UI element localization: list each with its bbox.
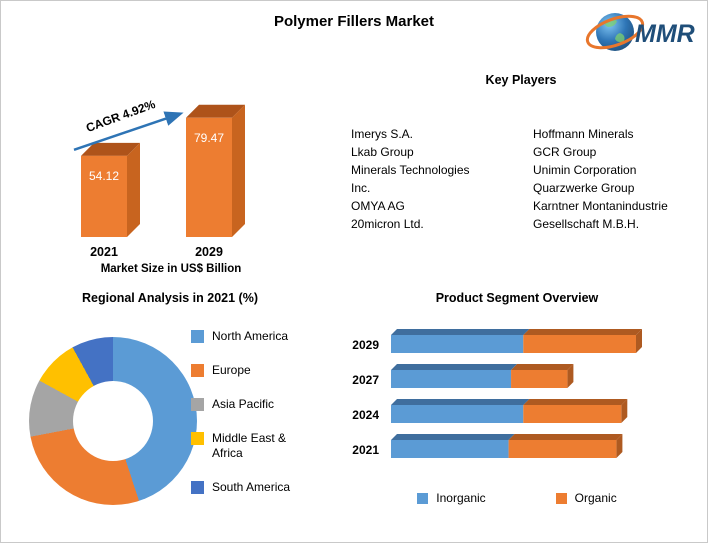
legend-swatch [191, 330, 204, 343]
segment-organic-bar [523, 335, 636, 353]
cagr-arrow-icon [73, 111, 184, 152]
segment-inorganic-bar [391, 335, 524, 353]
segment-inorganic-bar [391, 440, 509, 458]
segment-organic-bar [523, 405, 622, 423]
legend-label: Europe [212, 363, 251, 377]
legend-item: Middle East & Africa [191, 431, 319, 461]
legend-label: South America [212, 480, 291, 494]
logo-text: MMR [635, 20, 695, 48]
mmr-logo: MMR [585, 13, 695, 51]
legend-swatch [191, 398, 204, 411]
legend-item: Europe [191, 363, 319, 378]
key-players-heading: Key Players [485, 73, 557, 87]
legend-swatch [191, 364, 204, 377]
segment-end-cap [567, 364, 574, 388]
segment-bar-chart: 2029 2027 2024 2021 [352, 329, 642, 458]
donut-hole [73, 381, 153, 461]
regional-analysis-section: Regional Analysis in 2021 (%) North Amer… [19, 291, 321, 539]
segment-top-face [391, 329, 530, 335]
bar-top-face [81, 142, 140, 156]
bar-year-label: 2029 [195, 245, 223, 259]
legend-item: South America [191, 480, 319, 495]
legend-label: Inorganic [436, 491, 486, 505]
segment-inorganic-bar [391, 370, 512, 388]
product-segment-section: Product Segment Overview 2029 2027 2024 202… [331, 291, 703, 539]
key-player-item: Quarzwerke Group [533, 181, 635, 195]
segment-top-face [391, 399, 530, 405]
segment-top-face [508, 434, 623, 440]
key-player-item: Hoffmann Minerals [533, 127, 634, 141]
segment-top-face [511, 364, 574, 370]
segment-end-cap [636, 329, 642, 353]
key-player-item: Minerals Technologies Inc. [351, 163, 470, 195]
legend-label: North America [212, 329, 289, 343]
bar-side-face [127, 142, 140, 237]
key-players-section: Key Players Imerys S.A. Lkab Group Mineral… [346, 73, 696, 233]
legend-item: Inorganic [417, 491, 486, 506]
segment-top-face [523, 399, 628, 405]
page-title: Polymer Fillers Market [273, 13, 435, 30]
bar-value-label: 54.12 [89, 169, 119, 183]
bar-value-label: 79.47 [194, 131, 224, 145]
legend-swatch [191, 481, 204, 494]
key-players-columns: Imerys S.A. Lkab Group Minerals Technologi… [346, 125, 696, 233]
regional-heading: Regional Analysis in 2021 (%) [82, 291, 258, 305]
key-players-column-1: Imerys S.A. Lkab Group Minerals Technologi… [351, 125, 483, 233]
key-player-item: Imerys S.A. [351, 127, 414, 141]
regional-donut-chart [29, 337, 197, 505]
segment-end-cap [621, 399, 628, 423]
legend-swatch [191, 432, 204, 445]
market-size-chart: 54.12 2021 79.47 2029 CAGR 4.92% [73, 97, 245, 259]
key-player-item: Karntner Montanindustrie Gesellschaft M.… [533, 199, 668, 231]
segment-year-label: 2029 [352, 338, 379, 352]
legend-label: Organic [574, 491, 617, 505]
legend-label: Middle East & Africa [212, 431, 287, 460]
legend-item: North America [191, 329, 319, 344]
key-player-item: Unimin Corporation [533, 163, 637, 177]
bar-top-face [186, 104, 245, 118]
segment-year-label: 2027 [352, 373, 379, 387]
key-player-item: 20micron Ltd. [351, 217, 424, 231]
bar-year-label: 2021 [90, 245, 118, 259]
segment-heading: Product Segment Overview [435, 291, 599, 305]
key-player-item: OMYA AG [351, 199, 405, 213]
legend-item: Organic [555, 491, 617, 506]
segment-legend: Inorganic Organic [331, 491, 703, 506]
segment-organic-bar [511, 370, 568, 388]
segment-end-cap [616, 434, 623, 458]
bar-side-face [232, 104, 245, 237]
segment-year-label: 2021 [352, 443, 379, 457]
cagr-annotation: CAGR 4.92% [84, 97, 157, 135]
bar-front-face [186, 117, 232, 237]
legend-label: Asia Pacific [212, 397, 275, 411]
legend-swatch [555, 493, 567, 504]
segment-top-face [391, 434, 515, 440]
segment-year-label: 2024 [352, 408, 379, 422]
segment-inorganic-bar [391, 405, 524, 423]
key-player-item: Lkab Group [351, 145, 414, 159]
market-chart-caption: Market Size in US$ Billion [100, 263, 242, 275]
globe-land-icon [604, 19, 625, 43]
key-players-column-2: Hoffmann Minerals GCR Group Unimin Corpora… [533, 125, 673, 233]
orbit-ring-icon [585, 14, 645, 50]
segment-top-face [391, 364, 518, 370]
segment-organic-bar [508, 440, 617, 458]
legend-swatch [417, 493, 429, 504]
legend-item: Asia Pacific [191, 397, 319, 412]
key-player-item: GCR Group [533, 145, 597, 159]
regional-legend: North America Europe Asia Pacific Middle Ea… [191, 329, 319, 495]
segment-top-face [523, 329, 642, 335]
bar-front-face [81, 155, 127, 237]
